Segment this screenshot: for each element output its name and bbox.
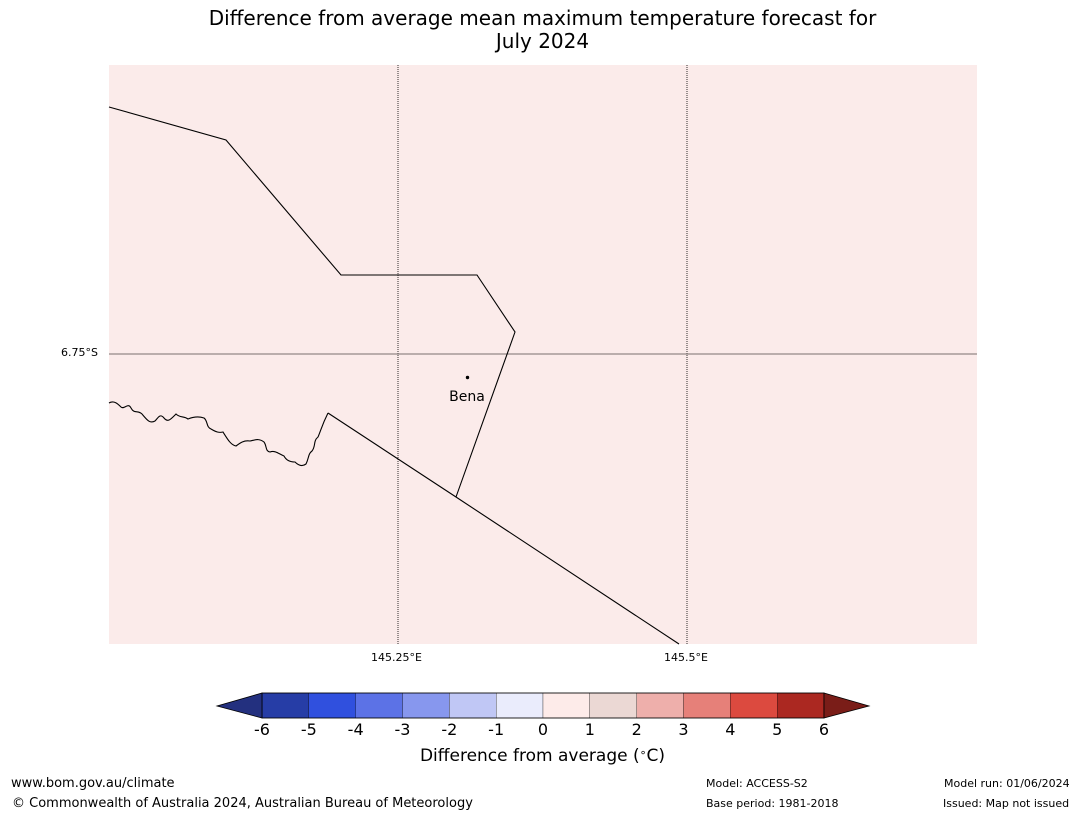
- map-title-line-2: July 2024: [495, 29, 590, 53]
- colorbar-tick-label: 2: [631, 720, 642, 739]
- footer-base-period: Base period: 1981-2018: [706, 797, 839, 810]
- colorbar-tick-label: -1: [488, 720, 505, 739]
- colorbar-tick-label: -2: [441, 720, 458, 739]
- colorbar-tick-label: 0: [537, 720, 549, 739]
- colorbar-bin: [449, 692, 497, 719]
- colorbar-tick-label: -3: [394, 720, 411, 739]
- colorbar-label: Difference from average (∘C): [0, 746, 1085, 766]
- colorbar-tick-label: 5: [772, 720, 783, 739]
- colorbar-bin: [402, 692, 450, 719]
- colorbar-bin: [496, 692, 544, 719]
- coastline: [108, 401, 329, 467]
- colorbar-bin: [542, 692, 590, 719]
- colorbar-tick-label: -6: [254, 720, 270, 739]
- footer-website[interactable]: www.bom.gov.au/climate: [11, 776, 175, 791]
- colorbar-outline: [261, 692, 825, 719]
- colorbar-bin: [355, 692, 403, 719]
- colorbar-bin: [261, 692, 309, 719]
- lon-tick-label-2: 145.5°E: [664, 651, 708, 664]
- colorbar-bin: [777, 692, 825, 719]
- colorbar-tick-label: 3: [678, 720, 689, 739]
- colorbar-tick-label: -5: [300, 720, 317, 739]
- bena-marker[interactable]: [465, 375, 470, 380]
- boundary-line-south: [327, 412, 680, 645]
- map-canvas[interactable]: Bena: [0, 0, 1085, 690]
- colorbar-label-prefix: Difference from average (: [419, 746, 640, 766]
- colorbar-tick-label: 1: [584, 720, 595, 739]
- colorbar-tick-label: -4: [347, 720, 364, 739]
- colorbar-bin: [683, 692, 731, 719]
- colorbar-bin: [589, 692, 637, 719]
- colorbar-extend-high: [823, 692, 871, 719]
- footer-model: Model: ACCESS-S2: [706, 777, 808, 790]
- map-title: Difference from average mean maximum tem…: [0, 7, 1085, 53]
- colorbar-bin: [636, 692, 684, 719]
- bena-label: Bena: [449, 389, 485, 405]
- colorbar-tick-label: 6: [818, 720, 830, 739]
- map-title-line-1: Difference from average mean maximum tem…: [208, 6, 877, 30]
- boundary-line-north: [108, 106, 516, 498]
- footer-model-run: Model run: 01/06/2024: [944, 777, 1070, 790]
- colorbar-extend-low: [215, 692, 263, 719]
- colorbar-tick-label: 4: [725, 720, 736, 739]
- footer-issued: Issued: Map not issued: [943, 797, 1070, 810]
- colorbar-bin: [730, 692, 778, 719]
- colorbar-bin: [308, 692, 356, 719]
- lat-tick-label: 6.75°S: [61, 346, 98, 359]
- lon-tick-label-1: 145.25°E: [371, 651, 422, 664]
- degree-symbol: ∘: [639, 746, 647, 759]
- colorbar-label-suffix: C): [646, 746, 666, 766]
- footer-copyright: © Commonwealth of Australia 2024, Austra…: [12, 796, 473, 811]
